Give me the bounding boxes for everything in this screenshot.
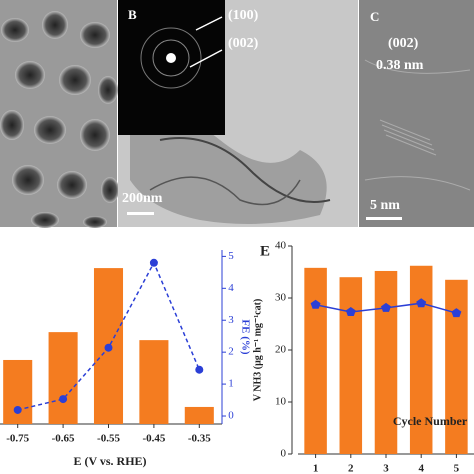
y2-tick-label: 1	[228, 378, 234, 390]
bar	[409, 265, 433, 454]
x-tick-label: 5	[454, 463, 460, 474]
panel-letter: E	[260, 243, 270, 259]
x-tick-label: -0.65	[52, 433, 75, 445]
x-tick-label: 2	[348, 463, 354, 474]
y-tick-label: 20	[275, 344, 287, 356]
x-tick-label: -0.75	[6, 433, 29, 445]
y-tick-label: 40	[275, 240, 287, 252]
plane-label: (002)	[388, 36, 419, 51]
marker	[13, 405, 22, 414]
ring-label: (100)	[228, 8, 259, 23]
bar	[374, 270, 398, 454]
y2-tick-label: 0	[228, 410, 234, 422]
x-tick-label: 1	[313, 463, 319, 474]
panel-c-image	[359, 0, 474, 227]
x-tick-label: 4	[418, 463, 424, 474]
marker	[195, 365, 204, 374]
y-tick-label: 10	[275, 396, 287, 408]
y-axis-label: V NH3 (μg h⁻¹ mg⁻¹cat)	[252, 299, 263, 402]
y-tick-label: 30	[275, 292, 287, 304]
panel-b-image	[118, 0, 358, 227]
bar	[48, 332, 78, 424]
y-tick-label: 0	[281, 448, 287, 460]
spacing-label: 0.38 nm	[376, 58, 424, 73]
x-tick-label: -0.35	[188, 433, 211, 445]
ring-label: (002)	[228, 36, 259, 51]
marker	[310, 299, 321, 309]
scale-label: 200nm	[122, 191, 163, 206]
marker	[345, 307, 356, 317]
x-tick-label: -0.45	[142, 433, 165, 445]
bar	[445, 279, 468, 454]
bar	[139, 340, 169, 424]
x-axis-label: E (V vs. RHE)	[73, 454, 146, 468]
marker	[149, 258, 158, 267]
y2-axis-label: FE (%)	[239, 319, 251, 354]
marker	[104, 343, 113, 352]
bar	[3, 359, 33, 424]
y2-tick-label: 4	[228, 282, 234, 294]
x-tick-label: -0.55	[97, 433, 120, 445]
scale-label: 5 nm	[370, 198, 400, 213]
marker	[381, 302, 391, 312]
x-axis-label: Cycle Number	[393, 414, 468, 428]
x-tick-label: 3	[383, 463, 389, 474]
panel-a-image	[0, 0, 119, 228]
bar	[184, 406, 214, 424]
marker	[416, 298, 427, 308]
marker	[451, 308, 462, 318]
y2-tick-label: 2	[228, 346, 234, 358]
y2-tick-label: 3	[228, 314, 234, 326]
panel-c-letter: C	[370, 9, 379, 24]
marker	[59, 395, 68, 404]
y2-tick-label: 5	[228, 250, 234, 262]
bar	[304, 267, 327, 454]
panel-b-letter: B	[128, 7, 137, 22]
bar	[339, 277, 363, 454]
